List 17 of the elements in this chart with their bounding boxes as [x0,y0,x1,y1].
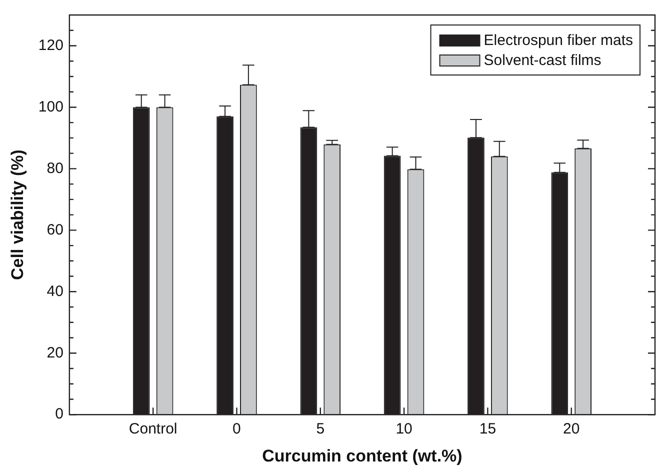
y-tick-label: 0 [55,406,64,423]
x-tick-label: 20 [563,420,580,438]
y-tick-label: 40 [46,282,64,300]
y-tick-label: 20 [46,344,64,362]
legend-label: Solvent-cast films [484,52,602,70]
y-tick-label: 120 [38,36,64,54]
x-tick-label: 0 [232,420,241,438]
y-axis-title: Cell viability (%) [8,150,27,280]
x-axis-title: Curcumin content (wt.%) [262,446,462,466]
x-tick-label: 10 [396,420,412,438]
x-tick-label: 5 [316,420,325,438]
y-tick-label: 60 [46,221,64,238]
x-tick-label: Control [128,420,178,438]
y-tick-label: 80 [46,160,64,177]
x-tick-label: 15 [479,420,496,438]
y-tick-label: 100 [38,98,64,116]
legend-label: Electrospun fiber mats [484,32,634,50]
